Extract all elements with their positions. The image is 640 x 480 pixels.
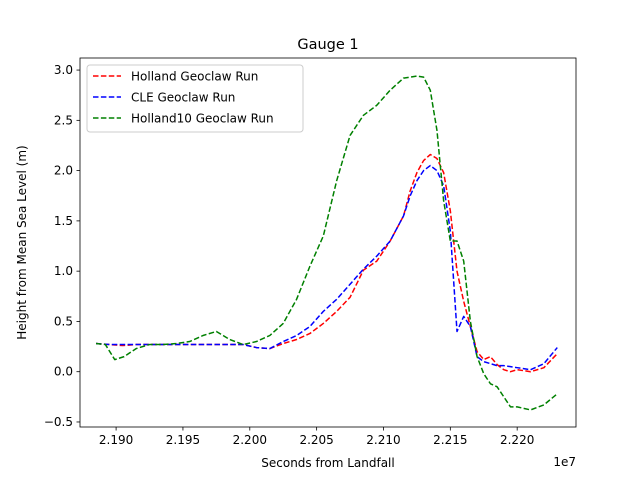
y-tick-label: 0.0 [54,365,73,379]
y-axis: −0.5 0.0 0.5 1.0 1.5 2.0 2.5 3.0 [44,63,80,429]
x-tick-label: 2.205 [299,433,333,447]
series-line-holland10-geoclaw-run [95,75,558,411]
x-tick-label: 2.210 [366,433,400,447]
y-axis-label: Height from Mean Sea Level (m) [15,145,29,339]
series-line-cle-geoclaw-run [95,164,558,371]
legend-box [86,64,304,133]
x-tick-label: 2.190 [99,433,133,447]
legend-label: CLE Geoclaw Run [131,91,235,105]
series-layer [95,75,558,411]
x-tick-label: 2.195 [166,433,200,447]
y-tick-label: 2.5 [54,113,73,127]
legend: Holland Geoclaw Run CLE Geoclaw Run Hollan… [86,64,304,133]
y-tick-label: 0.5 [54,314,73,328]
y-tick-label: 1.5 [54,214,73,228]
x-tick-label: 2.200 [233,433,267,447]
y-tick-label: 2.0 [54,164,73,178]
x-tick-label: 2.220 [500,433,534,447]
x-tick-label: 2.215 [433,433,467,447]
legend-label: Holland Geoclaw Run [131,70,258,84]
x-axis-label: Seconds from Landfall [261,456,394,470]
y-tick-label: 1.0 [54,264,73,278]
x-axis-offset-label: 1e7 [553,455,576,469]
y-tick-label: −0.5 [44,415,73,429]
plot-frame [79,57,577,428]
y-tick-label: 3.0 [54,63,73,77]
x-axis: 2.190 2.195 2.200 2.205 2.210 2.215 2.220 [99,427,534,447]
legend-label: Holland10 Geoclaw Run [131,112,274,126]
chart-title: Gauge 1 [297,37,358,53]
